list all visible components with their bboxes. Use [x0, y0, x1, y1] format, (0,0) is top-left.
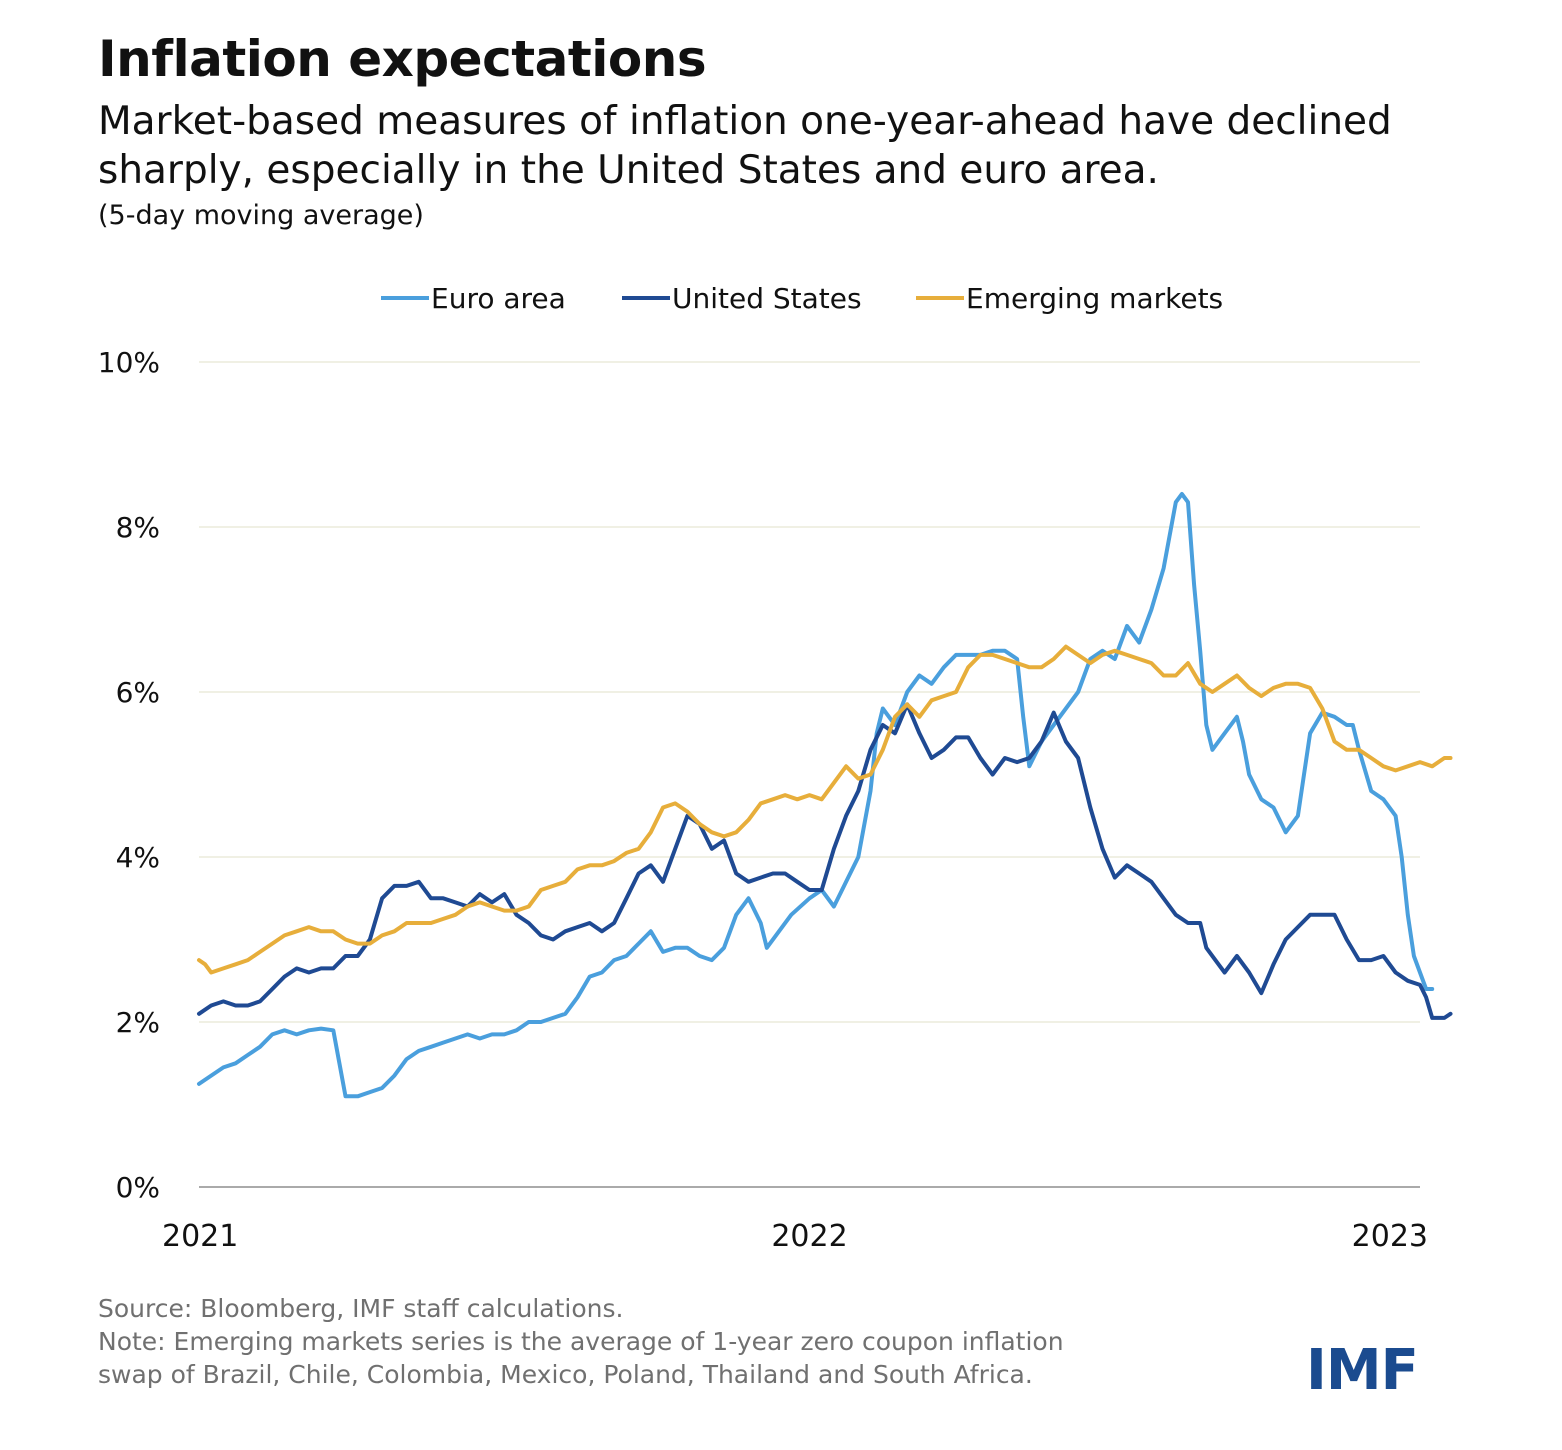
emerging-markets-line: [197, 644, 1453, 975]
y-tick-label: 6%: [116, 676, 160, 709]
chart-subtitle: Market-based measures of inflation one-y…: [98, 99, 1392, 193]
methodology-note-line-2: swap of Brazil, Chile, Colombia, Mexico,…: [98, 1360, 1033, 1389]
grid-lines: [199, 361, 1420, 1188]
united-states-line: [197, 702, 1453, 1020]
methodology-note-line-1: Note: Emerging markets series is the ave…: [98, 1327, 1064, 1356]
euro-area-line: [197, 492, 1435, 1099]
y-tick-label: 4%: [116, 841, 160, 874]
legend-label-united-states: United States: [672, 281, 862, 315]
imf-logo: IMF: [1306, 1338, 1419, 1403]
y-tick-label: 8%: [116, 511, 160, 544]
x-tick-label: 2023: [1352, 1219, 1428, 1254]
x-tick-label: 2021: [162, 1219, 238, 1254]
legend-label-emerging-markets: Emerging markets: [966, 281, 1224, 315]
chart-footer: Source: Bloomberg, IMF staff calculation…: [98, 1292, 1248, 1391]
legend-item-emerging-markets: Emerging markets: [916, 278, 1223, 318]
y-tick-label: 2%: [116, 1006, 160, 1039]
y-tick-label: 10%: [98, 346, 160, 379]
chart-legend: Euro area United States Emerging markets: [0, 278, 1562, 318]
chart-subtitle-note: (5-day moving average): [98, 200, 424, 231]
y-tick-label: 0%: [116, 1171, 160, 1204]
legend-label-euro-area: Euro area: [431, 281, 566, 315]
legend-item-euro-area: Euro area: [381, 278, 566, 318]
series-lines: [197, 492, 1453, 1099]
chart-title: Inflation expectations: [98, 30, 707, 88]
legend-swatch-euro-area: [381, 296, 429, 300]
source-note: Source: Bloomberg, IMF staff calculation…: [98, 1294, 624, 1323]
x-axis-tick-labels: 2021 2022 2023: [162, 1219, 1428, 1254]
legend-swatch-united-states: [622, 296, 670, 300]
x-tick-label: 2022: [771, 1219, 847, 1254]
line-chart: 0% 2% 4% 6% 8% 10% 2021 2022 2023: [98, 346, 1453, 1254]
legend-item-united-states: United States: [622, 278, 862, 318]
legend-swatch-emerging-markets: [916, 296, 964, 300]
y-axis-tick-labels: 0% 2% 4% 6% 8% 10%: [98, 346, 160, 1204]
